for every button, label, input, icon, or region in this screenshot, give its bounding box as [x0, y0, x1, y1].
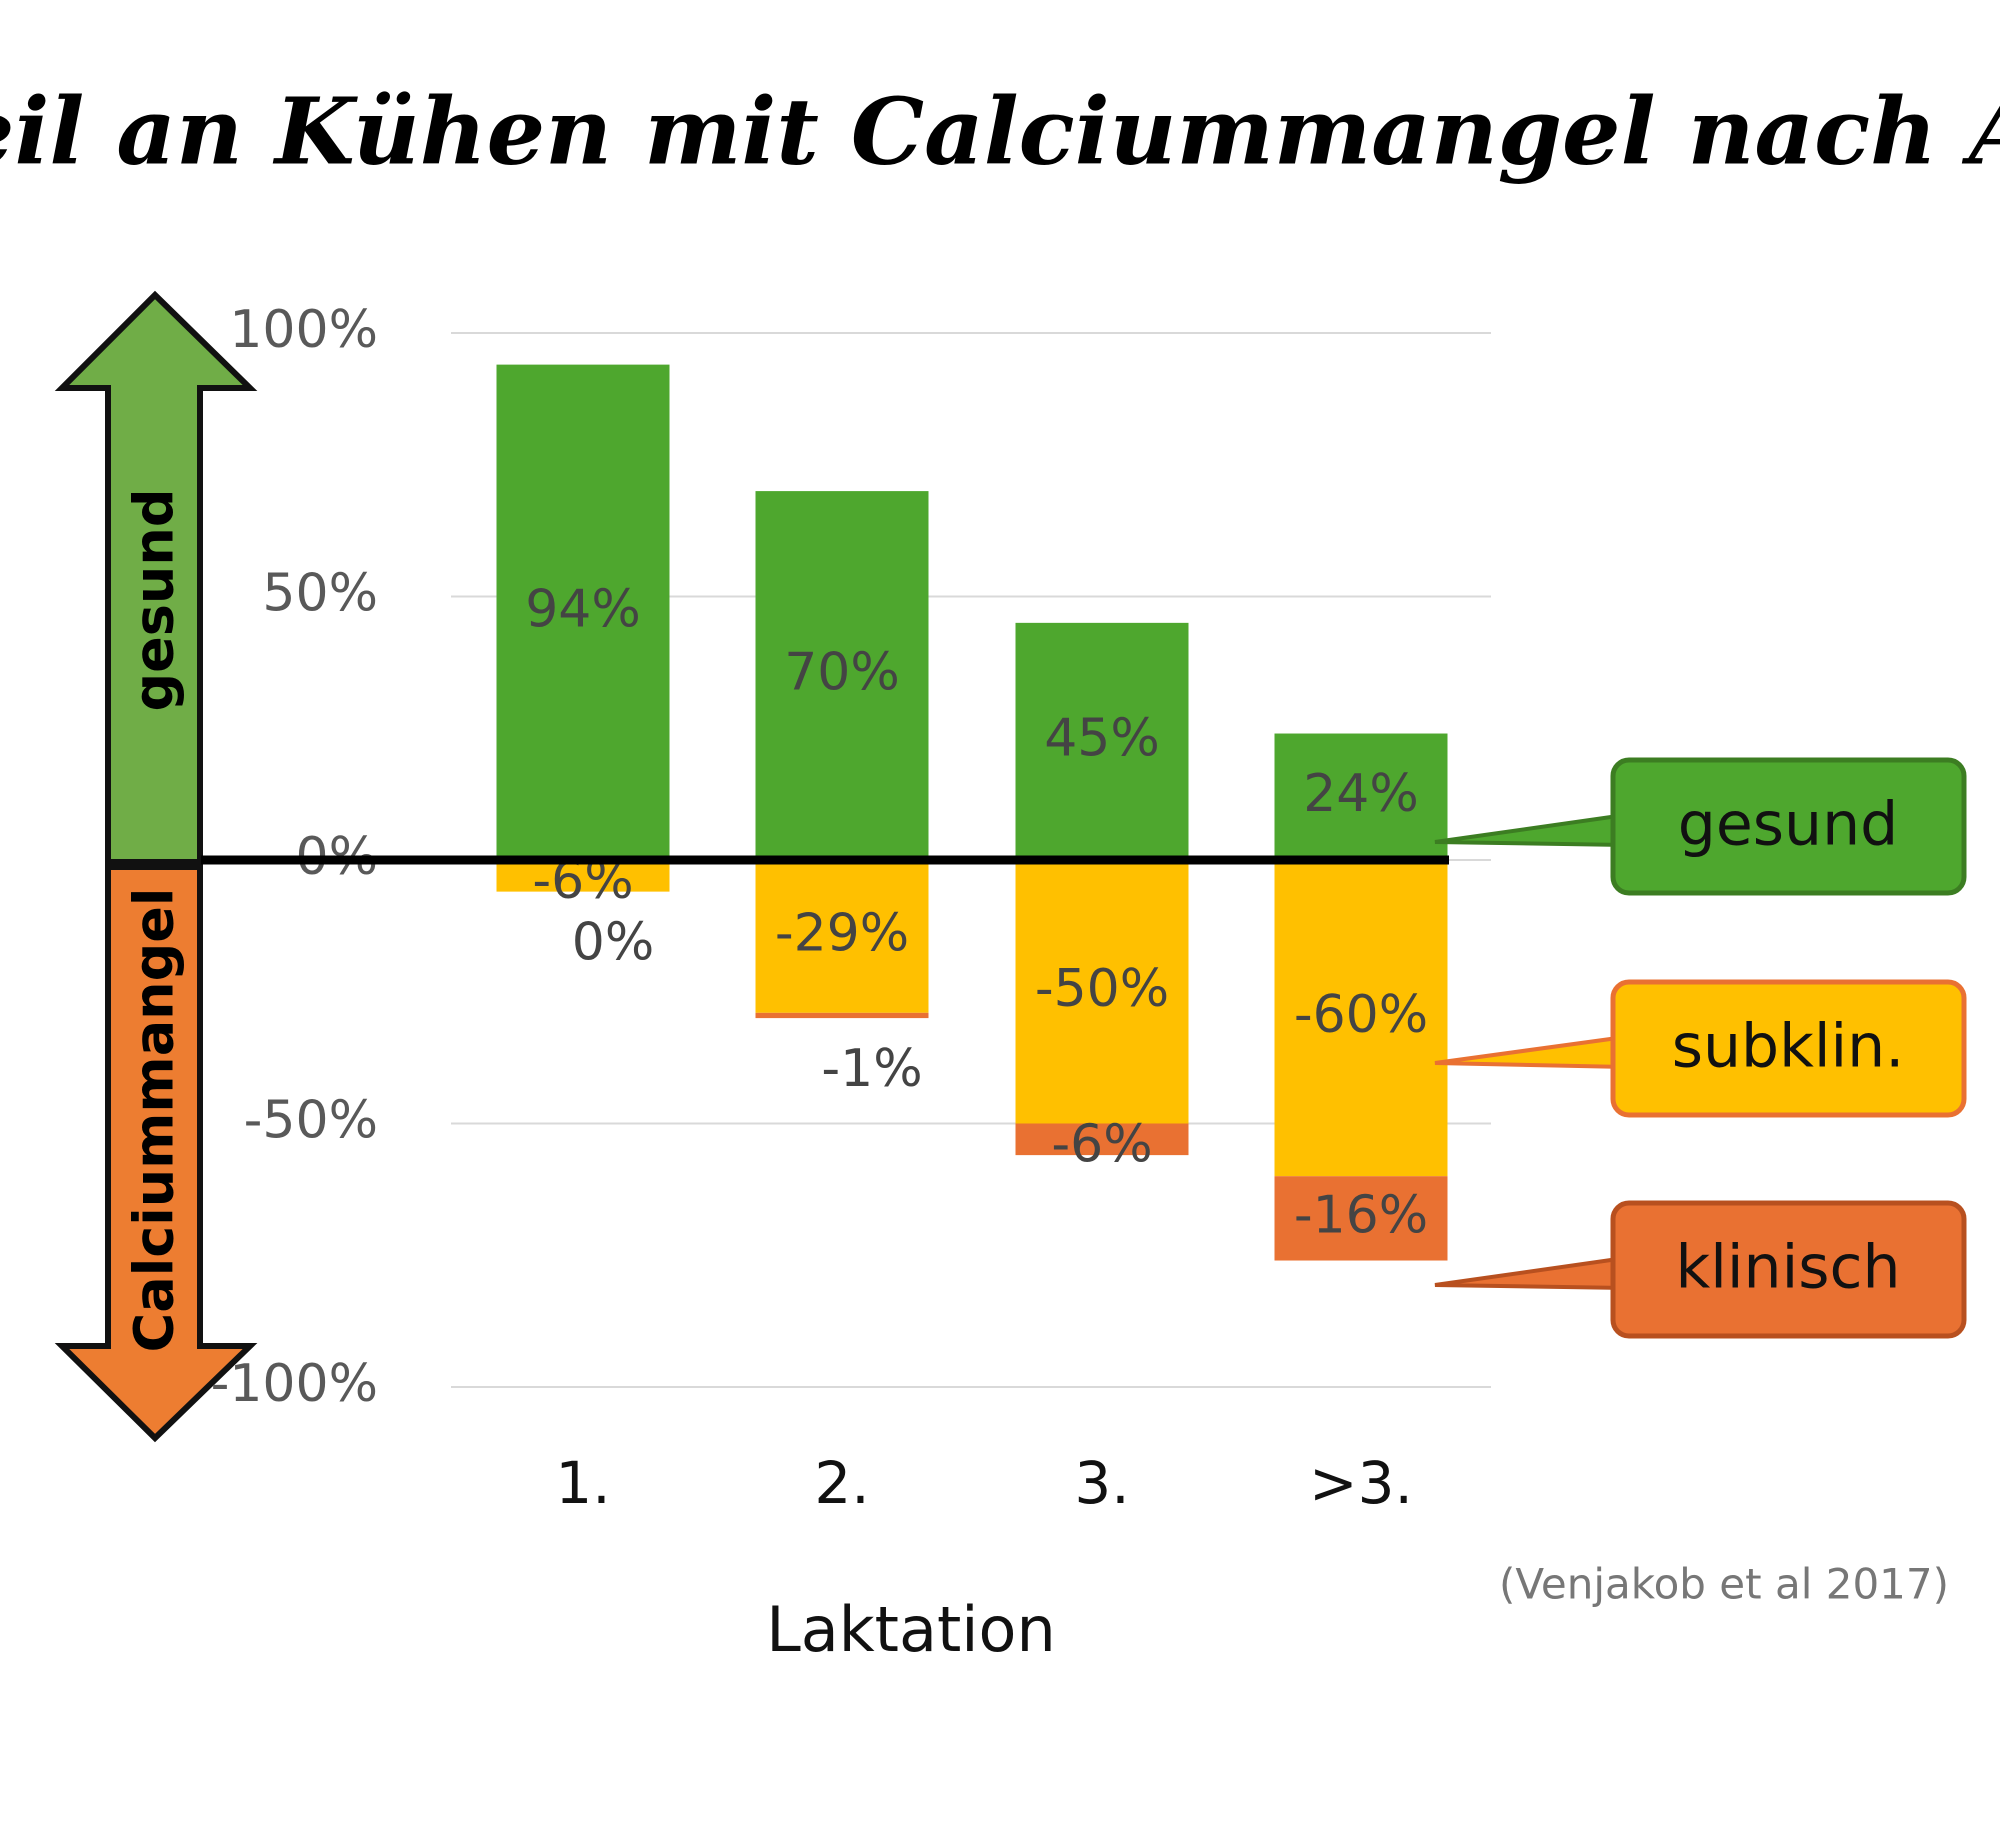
- value-label: -60%: [1294, 985, 1428, 1045]
- value-label: 94%: [525, 579, 641, 639]
- up-arrow: [54, 290, 258, 865]
- y-tick-label: 100%: [229, 300, 378, 360]
- bar-segment: [1015, 1123, 1189, 1156]
- bar-segment: [755, 491, 929, 860]
- bar-segment: [1015, 622, 1189, 860]
- y-tick-label: 50%: [262, 564, 378, 624]
- chart-title: Anteil an Kühen mit Calciummangel nach A…: [0, 78, 2000, 186]
- value-label: 70%: [784, 643, 900, 703]
- bar-segment: [1274, 860, 1448, 1177]
- bar-segment: [1274, 1176, 1448, 1261]
- axis-annotation: gesund: [123, 489, 186, 712]
- value-label: -50%: [1035, 959, 1169, 1019]
- bar-segment: [1015, 860, 1189, 1124]
- legend-pointer: [1434, 1255, 1627, 1291]
- x-tick-label: 3.: [1074, 1449, 1129, 1517]
- value-label: 24%: [1303, 764, 1419, 824]
- bar-segment: [755, 860, 929, 1013]
- x-tick-label: 2.: [814, 1449, 869, 1517]
- bar-segment: [496, 364, 670, 860]
- legend-label: gesund: [1678, 790, 1898, 860]
- bar-segment: [755, 1012, 929, 1019]
- x-axis-label: Laktation: [766, 1593, 1056, 1666]
- legend-box: [1610, 757, 1967, 896]
- x-tick-label: >3.: [1309, 1449, 1413, 1517]
- value-label: -6%: [1051, 1114, 1152, 1174]
- legend-pointer: [1434, 1034, 1627, 1070]
- y-tick-label: -100%: [211, 1354, 378, 1414]
- x-tick-label: 1.: [555, 1449, 610, 1517]
- y-tick-label: -50%: [244, 1091, 378, 1151]
- legend-pointer: [1434, 812, 1627, 848]
- down-arrow: [54, 864, 258, 1443]
- value-label: 45%: [1044, 708, 1160, 768]
- legend-box: [1610, 1200, 1967, 1339]
- axis-annotation: Calciummangel: [123, 888, 186, 1353]
- side-arrow: [54, 290, 258, 1443]
- legend-label: klinisch: [1675, 1233, 1900, 1303]
- bar-segment: [1274, 733, 1448, 860]
- value-label: -16%: [1294, 1185, 1428, 1245]
- value-label: -1%: [821, 1039, 922, 1099]
- value-label: -29%: [775, 903, 909, 963]
- bar-segment: [496, 860, 670, 892]
- source: (Venjakob et al 2017): [1499, 1560, 1949, 1609]
- value-label: 0%: [572, 913, 655, 973]
- legend-label: subklin.: [1672, 1012, 1905, 1082]
- legend-box: [1610, 979, 1967, 1118]
